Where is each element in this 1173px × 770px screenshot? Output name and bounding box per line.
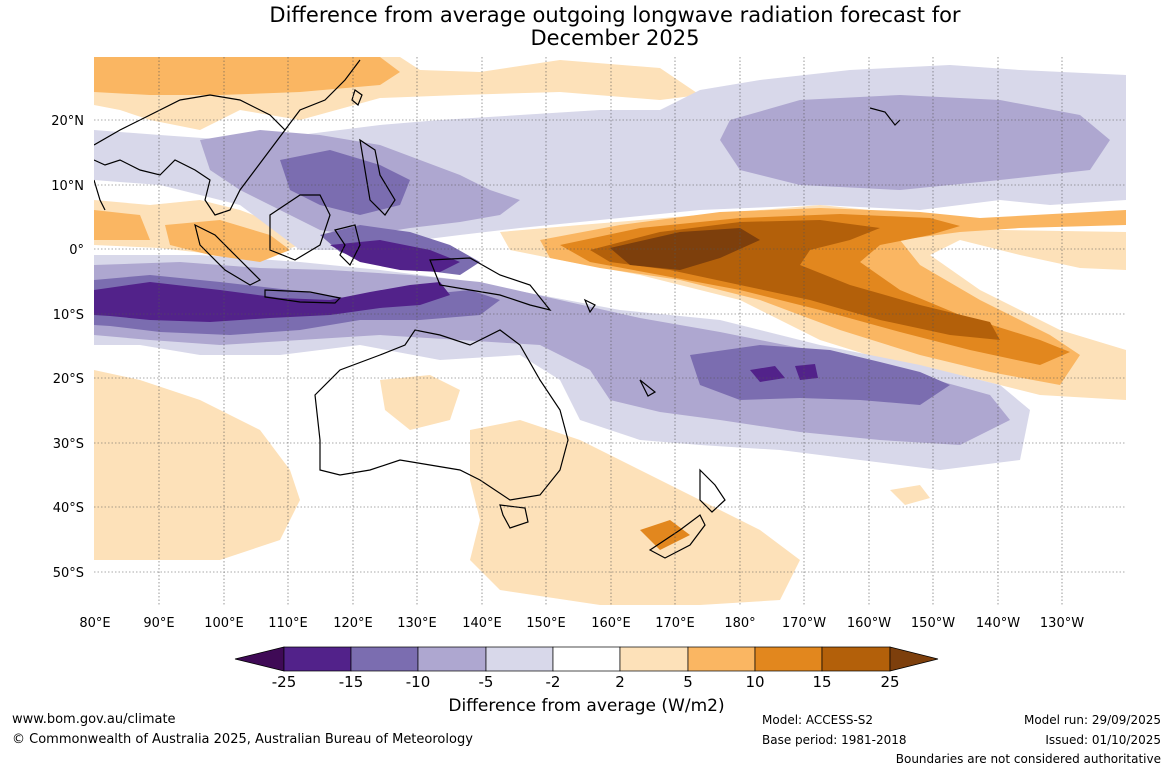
issued-date: Issued: 01/10/2025: [1045, 733, 1161, 747]
lon-label: 120°E: [333, 616, 373, 631]
map-title: Difference from average outgoing longwav…: [0, 4, 1173, 50]
colorbar-segment: [552, 646, 621, 672]
lat-label: 50°S: [53, 566, 84, 581]
lat-label: 30°S: [53, 437, 84, 452]
colorbar-tick: 10: [745, 673, 764, 691]
lon-label: 130°E: [397, 616, 437, 631]
model-run: Model run: 29/09/2025: [1023, 713, 1161, 727]
colorbar-segment: [754, 646, 823, 672]
colorbar-segment: [687, 646, 756, 672]
base-period: Base period: 1981-2018: [762, 733, 907, 747]
colorbar: [234, 646, 939, 672]
lat-label: 0°: [69, 243, 84, 258]
colorbar-tick: 2: [615, 673, 625, 691]
anomaly-shading: [94, 57, 1126, 605]
lon-label: 170°E: [655, 616, 695, 631]
colorbar-tick: -10: [406, 673, 431, 691]
colorbar-tick: -2: [546, 673, 561, 691]
disclaimer: Boundaries are not considered authoritat…: [895, 752, 1161, 766]
lat-label: 20°S: [53, 372, 84, 387]
colorbar-segment: [350, 646, 419, 672]
colorbar-tick: 25: [880, 673, 899, 691]
colorbar-ticks: -25 -15 -10 -5 -2 2 5 10 15 25: [272, 673, 900, 691]
lat-label: 20°N: [51, 114, 84, 129]
copyright: © Commonwealth of Australia 2025, Austra…: [12, 732, 473, 747]
colorbar-segment: [485, 646, 554, 672]
lon-label: 140°E: [462, 616, 502, 631]
lon-label: 110°E: [268, 616, 308, 631]
colorbar-extend-low: [234, 646, 285, 672]
colorbar-title: Difference from average (W/m2): [448, 696, 725, 716]
lon-label: 160°E: [591, 616, 631, 631]
model-label: Model: ACCESS-S2: [762, 713, 874, 727]
lon-label: 180°: [724, 616, 755, 631]
lat-label: 10°S: [53, 308, 84, 323]
lon-label: 170°W: [782, 616, 826, 631]
latitude-labels: 20°N 10°N 0° 10°S 20°S 30°S 40°S 50°S: [51, 114, 84, 581]
colorbar-tick: -5: [479, 673, 494, 691]
lat-label: 40°S: [53, 501, 84, 516]
colorbar-segment: [619, 646, 689, 672]
longitude-labels: 80°E 90°E 100°E 110°E 120°E 130°E 140°E …: [79, 616, 1084, 631]
colorbar-segment: [821, 646, 891, 672]
lon-label: 80°E: [79, 616, 110, 631]
lon-label: 150°W: [911, 616, 955, 631]
lon-label: 130°W: [1040, 616, 1084, 631]
colorbar-tick: 5: [683, 673, 693, 691]
lon-label: 150°E: [526, 616, 566, 631]
colorbar-segment: [283, 646, 352, 672]
lat-label: 10°N: [51, 179, 84, 194]
title-line-1: Difference from average outgoing longwav…: [269, 3, 961, 27]
lon-label: 160°W: [847, 616, 891, 631]
lon-label: 90°E: [143, 616, 174, 631]
colorbar-tick: 15: [812, 673, 831, 691]
website-link[interactable]: www.bom.gov.au/climate: [12, 712, 176, 727]
colorbar-tick: -15: [339, 673, 364, 691]
colorbar-tick: -25: [272, 673, 297, 691]
lon-label: 140°W: [976, 616, 1020, 631]
colorbar-segment: [417, 646, 487, 672]
lon-label: 100°E: [204, 616, 244, 631]
colorbar-extend-high: [889, 646, 939, 672]
title-line-2: December 2025: [530, 26, 700, 50]
